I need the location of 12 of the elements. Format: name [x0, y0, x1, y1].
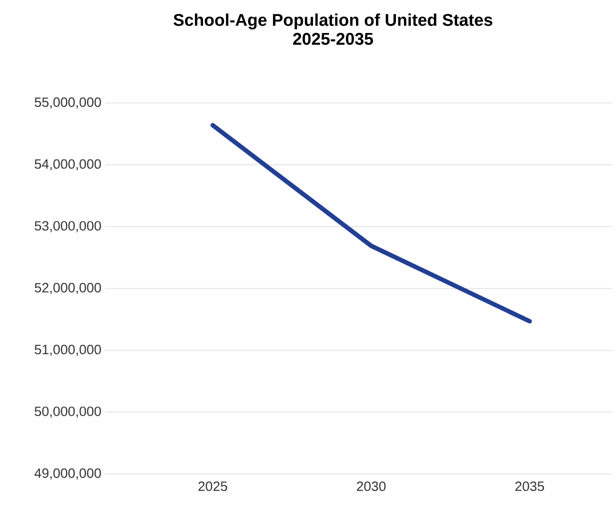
x-tick-label: 2030: [356, 482, 386, 492]
y-tick-label: 51,000,000: [34, 344, 101, 356]
chart-subtitle: 2025-2035: [293, 32, 374, 45]
y-tick-label: 52,000,000: [34, 282, 101, 294]
y-tick-label: 53,000,000: [34, 221, 101, 232]
y-tick-label: 55,000,000: [34, 97, 101, 109]
x-tick-label: 2025: [198, 482, 228, 492]
y-tick-label: 54,000,000: [34, 159, 101, 170]
y-tick-label: 50,000,000: [34, 406, 101, 418]
x-tick-label: 2035: [515, 482, 544, 492]
y-tick-label: 49,000,000: [34, 468, 101, 480]
chart-title: School-Age Population of United States: [174, 14, 492, 30]
